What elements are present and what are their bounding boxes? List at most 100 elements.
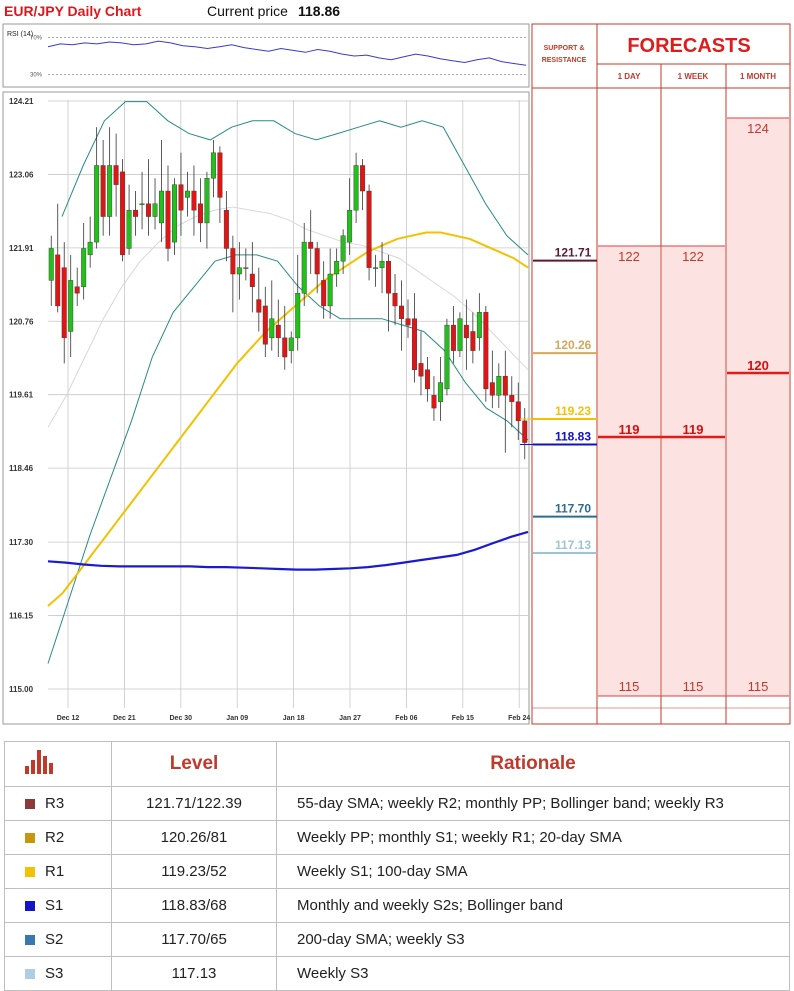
candle [360,159,366,211]
candle-body-up [269,318,275,339]
candle-body-down [399,305,404,319]
candlesticks [48,127,528,460]
candle [269,280,275,351]
sr-level-label: 120.26 [555,338,592,352]
candle [126,184,132,255]
candle-body-up [437,382,443,402]
table-row: S1 118.83/68 Monthly and weekly S2s; Bol… [4,888,790,923]
candle-body-down [360,165,366,192]
sr-level-label: 117.13 [555,538,591,552]
candle-body-up [288,337,294,351]
candle-body-up [68,280,74,332]
candle-body-up [204,178,210,224]
candle-body-up [210,152,216,179]
candle-body-down [366,190,372,268]
level-name: R3 [45,795,65,812]
candle-body-down [463,324,469,339]
candle-body-down [522,420,528,443]
candle-body-down [197,203,203,224]
x-tick-label: Feb 15 [452,715,474,722]
candle-body-down [386,261,392,294]
x-tick-label: Feb 24 [508,715,530,722]
candle-body-down [470,331,476,351]
table-row: R3 121.71/122.39 55-day SMA; weekly R2; … [4,786,790,821]
candle-body-down [424,369,430,390]
candle [146,159,152,236]
level-rationale: Monthly and weekly S2s; Bollinger band [276,888,790,923]
candle-body-down [178,184,184,211]
candle [366,184,372,281]
sr-level-label: 118.83 [555,429,591,443]
bar-chart-icon [25,748,55,774]
candle [379,242,385,294]
x-tick-label: Dec 12 [57,715,80,722]
candle-body-down [249,273,255,287]
level-name: S2 [45,931,64,948]
level-rationale: Weekly S3 [276,956,790,991]
candle [392,274,398,326]
candle-body-down [100,165,106,217]
candle [236,242,242,300]
chart-title: EUR/JPY Daily Chart [4,3,142,19]
candle-body-down [392,292,398,307]
y-tick-label: 123.06 [9,170,34,179]
rsi-indicator: RSI (14)70% 30% [7,31,527,79]
candle-body-down [509,395,515,402]
candle [437,357,443,421]
candle [94,127,100,249]
candle-body-up [295,292,301,339]
candle [431,376,437,421]
candle-body-down [502,375,508,396]
candle-body-up [184,190,190,198]
y-tick-label: 121.91 [9,244,34,253]
level-color-swatch [25,901,35,911]
header-rationale: Rationale [276,741,790,787]
sr-label-line2: RESISTANCE [542,57,587,64]
candle [55,203,61,313]
level-name: S3 [45,965,64,982]
candle [249,242,255,313]
candle-body-down [55,254,61,307]
x-tick-label: Dec 21 [113,715,136,722]
x-tick-label: Jan 09 [226,715,248,722]
candle [256,267,262,332]
level-color-swatch [25,833,35,843]
candle [107,127,113,236]
col-1-month: 1 MONTH [740,72,776,81]
candle-body-down [256,299,262,313]
x-tick-label: Dec 30 [170,715,193,722]
candle [217,146,223,223]
sma-yellow-line [47,231,529,607]
level-rationale: 200-day SMA; weekly S3 [276,922,790,957]
candle [243,248,249,281]
candle [476,293,482,351]
header-icon-cell [4,741,112,787]
candle-body-down [230,248,236,275]
candle-body-up [457,318,463,351]
candle [496,363,502,409]
candle [275,299,281,358]
candle [373,254,379,287]
candle-body-up [81,248,87,287]
candle [314,242,320,294]
candle [61,242,67,364]
candle [223,191,229,262]
candle-body-up [340,235,346,262]
rsi-tick-label: 70% [30,35,43,41]
candle [412,293,417,383]
candle-body-up [126,209,132,249]
candle [301,222,307,306]
candle [321,261,327,319]
candle [522,408,528,460]
candle-body-up [444,324,450,390]
candle [262,286,268,358]
candle [353,152,359,223]
level-value: 119.23/52 [111,854,277,889]
level-name: R2 [45,829,65,846]
sr-level-label: 119.23 [555,404,591,418]
rsi-tick-label: 30% [30,73,43,79]
sma-grey-line [47,206,529,428]
candle [444,318,450,396]
x-tick-label: Feb 06 [395,715,417,722]
candle-body-down [418,363,424,377]
